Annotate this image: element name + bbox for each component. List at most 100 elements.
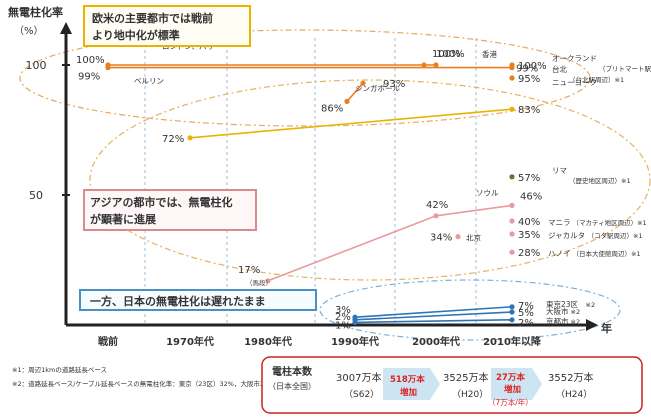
data-label: 5% <box>518 308 534 319</box>
series-line <box>267 204 513 282</box>
poles-panel-box <box>261 356 643 414</box>
europe-annotation-line2: より地中化が標準 <box>92 28 180 42</box>
series-line <box>354 311 513 321</box>
series-note-label: （台北駅周辺）※1 <box>569 75 624 84</box>
x-axis-arrow <box>586 319 598 331</box>
poles-subtitle: （日本全国） <box>268 381 316 391</box>
series-note-label: ※2 <box>586 301 596 309</box>
europe-annotation-line1: 欧米の主要都市では戦前 <box>92 11 213 25</box>
data-point <box>509 202 515 208</box>
data-label: 83% <box>518 105 540 116</box>
poles-increase-1-arrow <box>383 368 440 400</box>
data-label: 72% <box>162 134 184 145</box>
data-point <box>360 80 366 86</box>
series-note-label: （コタ駅周辺）※1 <box>588 231 643 240</box>
data-label: 42% <box>426 200 448 211</box>
series-name-label: ハノイ <box>548 249 571 258</box>
data-point <box>509 304 515 310</box>
series-name-label: 台北 <box>552 64 567 74</box>
series-name-label: 東京23区 <box>546 299 579 309</box>
y-axis-unit: （%） <box>14 25 44 37</box>
asia-annotation-line2: が顕著に進展 <box>90 212 157 226</box>
series-sublabel: （馬段） <box>246 278 272 287</box>
data-point <box>509 218 515 224</box>
y-axis-arrow <box>60 22 72 34</box>
series-name-label: オークランド <box>552 54 597 63</box>
series-name-label: ソウル <box>476 188 499 197</box>
data-point <box>509 174 515 180</box>
series-name-label: 京都市 <box>546 316 569 326</box>
japan-group-ellipse <box>319 279 621 341</box>
footnotes: ※1：周辺1kmの道路延長ベース ※2：道路延長ベース/ケーブル延長ベースの無電… <box>12 365 321 388</box>
poles-step-1-value: 3007万本 <box>336 371 381 384</box>
poles-step-3-year: （H24） <box>556 389 592 400</box>
poles-step-1-year: （S62） <box>344 389 379 400</box>
data-point <box>509 75 515 81</box>
data-label: 57% <box>518 173 540 184</box>
japan-annotation-text: 一方、日本の無電柱化は遅れたまま <box>90 294 266 308</box>
data-point <box>509 309 515 315</box>
data-label: 95% <box>518 74 540 85</box>
tick-labels: 戦前 1970年代 1980年代 1990年代 2000年代 2010年以降 50 100 <box>26 59 542 348</box>
series-note-label: （日本大使館周辺）※1 <box>573 249 641 258</box>
x-axis-label: 年 <box>601 321 612 335</box>
asia-group-ellipse <box>89 79 651 281</box>
data-label: 2% <box>335 312 351 323</box>
series-points <box>105 62 515 325</box>
series-name-label: 大阪市 <box>546 306 569 316</box>
japan-annotation-box <box>79 289 317 311</box>
data-label: 40% <box>518 217 540 228</box>
x-tick-label: 2000年代 <box>412 335 460 348</box>
data-label: 100% <box>436 49 465 60</box>
series-note-label: ※2 <box>571 318 581 326</box>
poles-title: 電柱本数 <box>272 365 313 378</box>
asia-annotation-box <box>83 189 257 231</box>
y-tick-label: 50 <box>29 189 43 202</box>
data-label: 7% <box>518 301 534 312</box>
series-name-label: 香港 <box>482 49 497 59</box>
poles-step-2-value: 3525万本 <box>443 371 488 384</box>
y-axis-label: 無電柱化率 <box>8 5 63 19</box>
poles-increase-1-label: 増加 <box>400 387 417 398</box>
data-point <box>433 62 439 68</box>
x-tick-label: 1980年代 <box>244 335 292 348</box>
data-label: 17% <box>238 265 260 276</box>
data-label: 2% <box>518 318 534 329</box>
data-point <box>509 249 515 255</box>
y-tick-label: 100 <box>26 59 47 72</box>
data-label: 46% <box>520 191 542 202</box>
data-point <box>455 234 461 240</box>
europe-annotation: 欧米の主要都市では戦前 より地中化が標準 <box>83 5 251 47</box>
data-point <box>509 62 515 68</box>
data-label: 3% <box>335 305 351 316</box>
data-label: 99% <box>516 64 538 75</box>
data-label: 34% <box>430 233 452 244</box>
data-point <box>433 213 439 219</box>
series-note-label: （マカティ地区周辺）※1 <box>573 218 647 227</box>
data-point <box>509 231 515 237</box>
series-name-label: ベルリン <box>134 77 164 86</box>
footnote-1: ※1：周辺1kmの道路延長ベース <box>12 365 107 374</box>
data-label: 100% <box>76 55 105 66</box>
series-line <box>354 319 513 324</box>
data-point <box>509 106 515 112</box>
data-point <box>105 65 111 71</box>
series-note-label: （歴史地区周辺）※1 <box>569 176 631 185</box>
footnote-2: ※2：道路延長ベース/ケーブル延長ベースの無電柱化率：東京（23区）32%，大阪… <box>12 379 321 388</box>
series-line <box>354 306 513 318</box>
poles-step-3-value: 3552万本 <box>548 371 593 384</box>
data-label: 86% <box>321 103 343 114</box>
x-tick-label: 2010年以降 <box>483 335 542 348</box>
poles-panel: 電柱本数 （日本全国） 3007万本 （S62） 518万本 増加 3525万本… <box>261 356 643 414</box>
data-point <box>187 135 193 141</box>
series-note-label: ※2 <box>571 308 581 316</box>
poles-increase-1-value: 518万本 <box>390 374 425 385</box>
europe-annotation-box <box>83 5 251 47</box>
series-name-label: マニラ <box>548 218 571 227</box>
poles-increase-2-value: 27万本 <box>496 372 525 383</box>
poles-increase-2-arrow <box>491 368 542 400</box>
data-point <box>352 319 358 325</box>
x-tick-label: 戦前 <box>98 335 118 348</box>
data-label: 99% <box>78 72 100 83</box>
data-label: 93% <box>383 79 405 90</box>
